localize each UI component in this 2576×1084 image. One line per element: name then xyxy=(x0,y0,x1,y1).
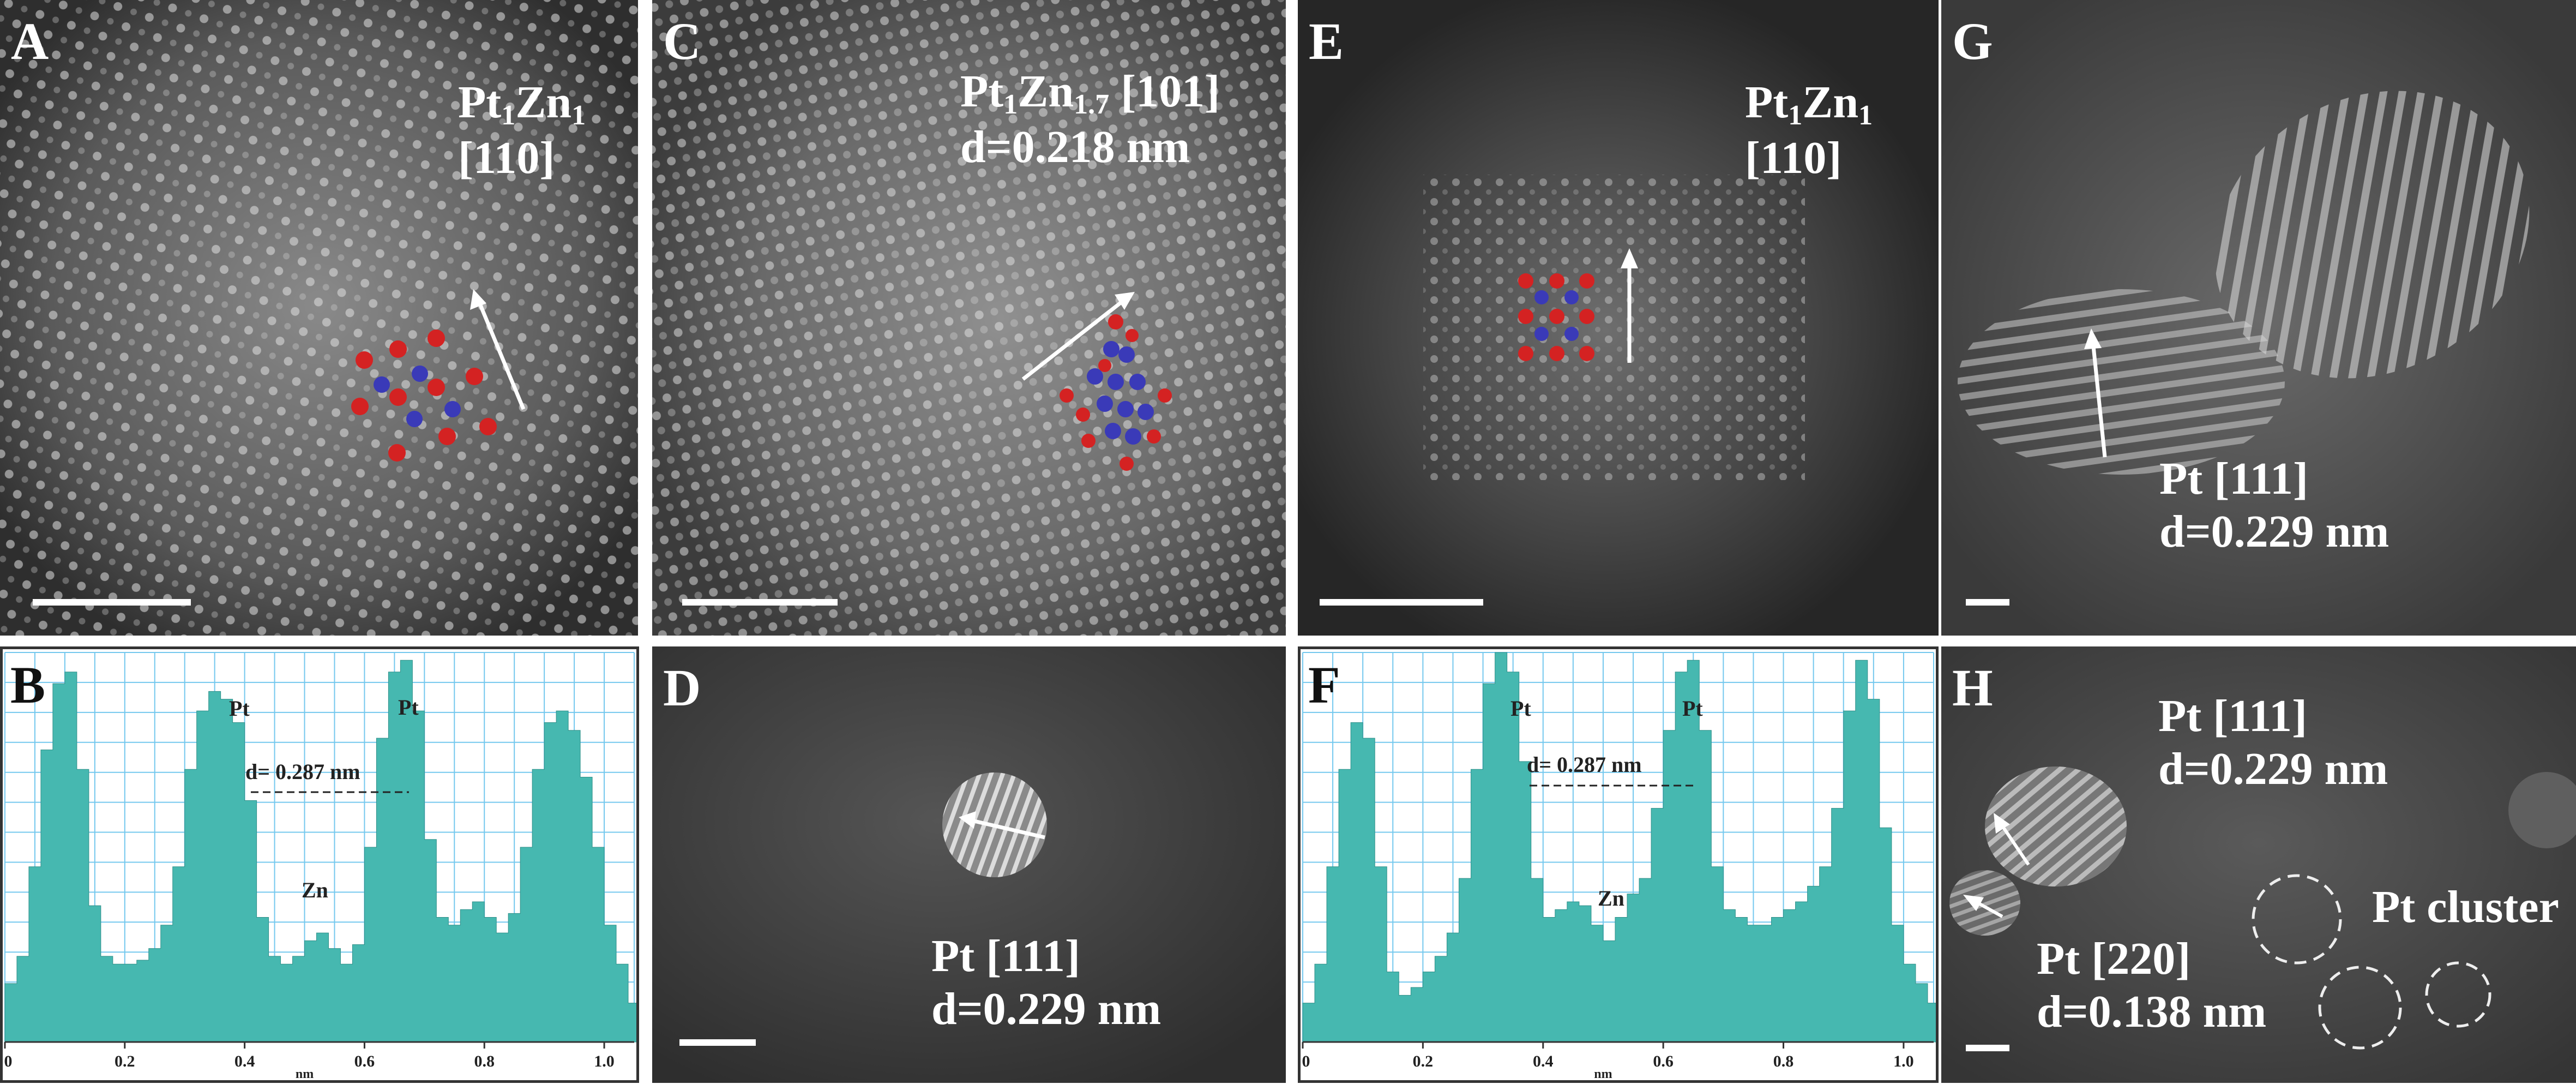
panel-b-chart: 0 0.2 0.4 0.6 0.8 1.0 nm Pt Pt Zn d= 0.287 nm xyxy=(4,652,636,1080)
panel-g-phase-text: Pt [111] xyxy=(2159,453,2308,504)
panel-c-lattice xyxy=(652,0,1286,636)
panel-g-phase: Pt [111] d=0.229 nm xyxy=(2159,453,2389,558)
panel-a-lattice xyxy=(0,0,638,636)
panel-a-atom-model xyxy=(351,330,497,462)
x-tick-label: 0.8 xyxy=(474,1052,495,1070)
panel-d-lattice xyxy=(652,646,1286,1083)
panel-h-phase1-text: Pt [111] xyxy=(2158,691,2307,741)
panel-a-phase-sub2: 1 xyxy=(571,100,586,131)
panel-g-arrow xyxy=(2084,328,2107,458)
panel-d-scalebar xyxy=(679,1039,756,1046)
panel-e-direction: [110] xyxy=(1745,132,1842,183)
x-tick-label: 0.8 xyxy=(1773,1052,1794,1070)
panel-c-phase-pt: Pt xyxy=(960,66,1004,117)
panel-g-label: G xyxy=(1952,12,1993,70)
panel-c-atom-model xyxy=(1060,314,1172,471)
panel-a-scalebar xyxy=(33,599,191,606)
panel-b-profile: 0 0.2 0.4 0.6 0.8 1.0 nm Pt Pt Zn d= 0.287 nm B xyxy=(0,646,639,1083)
x-tick-label: 1.0 xyxy=(594,1052,615,1070)
profile-area xyxy=(4,660,636,1043)
panel-e-atom-model xyxy=(1518,273,1594,361)
panel-d-arrow xyxy=(959,811,1045,840)
panel-e-phase: Pt1Zn1 [110] xyxy=(1745,76,1873,184)
panel-d-phase: Pt [111] d=0.229 nm xyxy=(931,930,1161,1035)
panel-d-phase-text: Pt [111] xyxy=(931,931,1080,981)
panel-e-arrow xyxy=(1621,248,1638,363)
panel-c-phase-sub1: 1 xyxy=(1003,89,1018,121)
panel-h-phase2: Pt [220] d=0.138 nm xyxy=(2037,933,2266,1038)
panel-a-arrow xyxy=(470,289,526,410)
panel-d-label: D xyxy=(663,658,701,717)
peak-label-pt-1: Pt xyxy=(229,696,250,721)
panel-h-label: H xyxy=(1952,658,1993,717)
panel-f-label: F xyxy=(1308,656,1340,714)
panel-c-image: C Pt1Zn1.7 [101] d=0.218 nm xyxy=(652,0,1286,636)
panel-h-cluster-label: Pt cluster xyxy=(2372,882,2559,932)
x-axis-unit: nm xyxy=(296,1067,314,1080)
panel-h-phase2-text: Pt [220] xyxy=(2037,933,2191,984)
panel-h-image: H Pt [111] d=0.229 nm Pt cluster Pt [220… xyxy=(1941,646,2576,1083)
panel-b-label: B xyxy=(10,656,46,714)
panel-h-phase1: Pt [111] d=0.229 nm xyxy=(2158,690,2388,795)
panel-f-chart: 0 0.2 0.4 0.6 0.8 1.0 nm Pt Pt Zn d= 0.287 nm xyxy=(1302,652,1936,1080)
valley-label-zn: Zn xyxy=(302,878,328,902)
x-axis-unit: nm xyxy=(1594,1067,1612,1080)
x-tick-label: 0.2 xyxy=(115,1052,135,1070)
panel-a-phase-pt: Pt xyxy=(458,77,502,128)
panel-d-image: D Pt [111] d=0.229 nm xyxy=(652,646,1286,1083)
panel-c-label: C xyxy=(663,12,701,70)
panel-c-d-spacing: d=0.218 nm xyxy=(960,121,1190,172)
valley-label-zn: Zn xyxy=(1598,886,1624,911)
panel-h-lattice xyxy=(1941,646,2576,1083)
panel-c-direction: [101] xyxy=(1121,66,1220,117)
panel-c-phase-zn: Zn xyxy=(1018,66,1074,117)
panel-a-label: A xyxy=(11,12,49,70)
x-tick-label: 0.6 xyxy=(1653,1052,1674,1070)
panel-h-arrows xyxy=(1963,813,2030,918)
panel-e-scalebar xyxy=(1320,599,1483,606)
panel-g-scalebar xyxy=(1966,599,2009,606)
panel-g-image: G Pt [111] d=0.229 nm xyxy=(1941,0,2576,636)
panel-a-direction: [110] xyxy=(458,132,555,183)
d-spacing-label: d= 0.287 nm xyxy=(245,759,360,784)
profile-area xyxy=(1302,652,1936,1043)
panel-e-label: E xyxy=(1309,12,1344,70)
x-tick-label: 0.6 xyxy=(354,1052,375,1070)
x-tick-label: 0.4 xyxy=(234,1052,255,1070)
panel-g-d-spacing: d=0.229 nm xyxy=(2159,506,2390,557)
panel-c-scalebar xyxy=(682,599,838,606)
panel-g-lattice xyxy=(1941,0,2576,636)
panel-a-phase-sub1: 1 xyxy=(501,100,516,131)
panel-h-cluster-circles xyxy=(2252,874,2491,1050)
panel-c-phase: Pt1Zn1.7 [101] d=0.218 nm xyxy=(960,65,1220,173)
panel-a-image: A Pt1Zn1 [110] xyxy=(0,0,638,636)
panel-a-phase: Pt1Zn1 [110] xyxy=(458,76,586,184)
x-tick-label: 0 xyxy=(4,1052,13,1070)
panel-h-d2: d=0.138 nm xyxy=(2037,986,2267,1037)
panel-d-d-spacing: d=0.229 nm xyxy=(931,983,1161,1034)
peak-label-pt-1: Pt xyxy=(1510,696,1531,721)
d-spacing-label: d= 0.287 nm xyxy=(1527,752,1642,777)
panel-e-phase-pt: Pt xyxy=(1745,77,1789,128)
panel-c-phase-sub2: 1.7 xyxy=(1074,89,1110,121)
x-tick-label: 0.4 xyxy=(1533,1052,1554,1070)
peak-label-pt-2: Pt xyxy=(398,695,419,720)
panel-e-lattice xyxy=(1298,0,1939,636)
panel-h-d1: d=0.229 nm xyxy=(2158,743,2388,794)
panel-f-profile: 0 0.2 0.4 0.6 0.8 1.0 nm Pt Pt Zn d= 0.287 nm F xyxy=(1298,646,1939,1083)
x-tick-label: 1.0 xyxy=(1893,1052,1914,1070)
x-tick-label: 0 xyxy=(1302,1052,1310,1070)
panel-c-arrow xyxy=(1021,292,1135,381)
panel-a-phase-zn: Zn xyxy=(515,77,572,128)
panel-h-scalebar xyxy=(1966,1045,2009,1051)
panel-e-phase-sub2: 1 xyxy=(1858,100,1873,131)
panel-e-phase-zn: Zn xyxy=(1802,77,1859,128)
peak-label-pt-2: Pt xyxy=(1682,696,1703,721)
panel-e-phase-sub1: 1 xyxy=(1788,100,1803,131)
panel-e-image: E Pt1Zn1 [110] xyxy=(1298,0,1939,636)
x-tick-label: 0.2 xyxy=(1413,1052,1434,1070)
